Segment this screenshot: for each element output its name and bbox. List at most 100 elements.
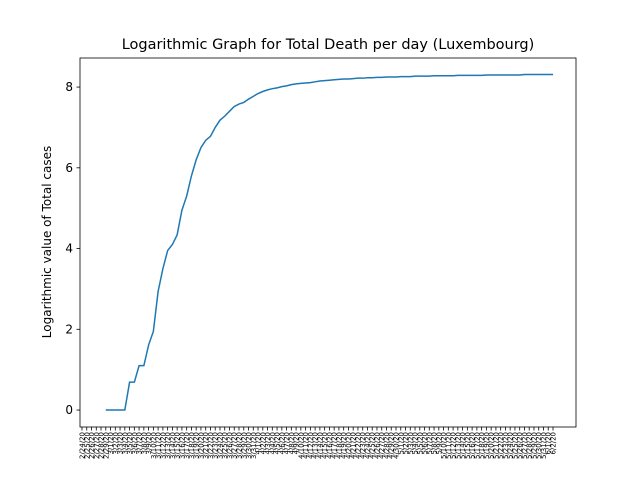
x-tick-label: 5/6/20 bbox=[421, 432, 429, 455]
x-tick-label: 5/12/20 bbox=[450, 432, 458, 459]
x-tick-label: 5/20/20 bbox=[488, 432, 496, 459]
x-tick-label: 5/26/20 bbox=[516, 432, 524, 459]
x-tick-label: 3/19/20 bbox=[193, 432, 201, 459]
x-tick-label: 4/8/20 bbox=[288, 432, 296, 455]
x-tick-label: 5/25/20 bbox=[511, 432, 519, 459]
x-tick-label: 3/21/20 bbox=[202, 432, 210, 459]
x-tick-label: 2/27/20 bbox=[93, 432, 101, 459]
x-tick-label: 4/13/20 bbox=[312, 432, 320, 459]
x-tick-label: 5/24/20 bbox=[507, 432, 515, 459]
x-tick-label: 3/1/20 bbox=[107, 432, 115, 455]
x-tick-label: 4/1/20 bbox=[255, 432, 263, 455]
x-tick-label: 6/2/20 bbox=[550, 432, 558, 455]
x-tick-label: 3/31/20 bbox=[250, 432, 258, 459]
x-tick-label: 4/27/20 bbox=[378, 432, 386, 459]
x-tick-label: 4/17/20 bbox=[331, 432, 339, 459]
x-tick-label: 5/9/20 bbox=[435, 432, 443, 455]
x-tick-label: 3/8/20 bbox=[140, 432, 148, 455]
x-tick-label: 4/10/20 bbox=[297, 432, 305, 459]
x-tick-label: 5/17/20 bbox=[473, 432, 481, 459]
x-tick-label: 3/28/20 bbox=[236, 432, 244, 459]
x-tick-label: 5/27/20 bbox=[521, 432, 529, 459]
x-tick-label: 4/5/20 bbox=[274, 432, 282, 455]
x-tick-label: 4/7/20 bbox=[283, 432, 291, 455]
x-tick-label: 3/29/20 bbox=[240, 432, 248, 459]
x-tick-label: 3/18/20 bbox=[188, 432, 196, 459]
x-tick-label: 4/25/20 bbox=[369, 432, 377, 459]
x-tick-label: 4/30/20 bbox=[393, 432, 401, 459]
x-tick-label: 4/2/20 bbox=[259, 432, 267, 455]
x-tick-label: 5/16/20 bbox=[469, 432, 477, 459]
x-tick-label: 4/11/20 bbox=[302, 432, 310, 459]
x-tick-label: 4/29/20 bbox=[388, 432, 396, 459]
y-tick-label: 0 bbox=[65, 403, 73, 417]
x-tick-label: 2/29/20 bbox=[102, 432, 110, 459]
x-tick-label: 4/19/20 bbox=[340, 432, 348, 459]
x-tick-label: 4/12/20 bbox=[307, 432, 315, 459]
line bbox=[105, 73, 553, 411]
x-tick-label: 5/14/20 bbox=[459, 432, 467, 459]
x-tick-label: 4/18/20 bbox=[335, 432, 343, 459]
x-tick-label: 3/5/20 bbox=[126, 432, 134, 455]
x-tick-label: 5/8/20 bbox=[431, 432, 439, 455]
x-tick-label: 3/23/20 bbox=[212, 432, 220, 459]
plot-frame bbox=[79, 57, 577, 428]
x-tick-label: 3/7/20 bbox=[136, 432, 144, 455]
x-tick-label: 5/19/20 bbox=[483, 432, 491, 459]
x-tick-label: 4/26/20 bbox=[373, 432, 381, 459]
x-tick-label: 3/14/20 bbox=[169, 432, 177, 459]
x-tick-label: 4/28/20 bbox=[383, 432, 391, 459]
x-tick-label: 4/3/20 bbox=[264, 432, 272, 455]
chart-title: Logarithmic Graph for Total Death per da… bbox=[122, 37, 535, 53]
x-tick-label: 4/22/20 bbox=[354, 432, 362, 459]
x-tick-label: 4/4/20 bbox=[269, 432, 277, 455]
x-tick-label: 5/21/20 bbox=[492, 432, 500, 459]
x-tick-label: 3/10/20 bbox=[150, 432, 158, 459]
x-tick-label: 3/12/20 bbox=[159, 432, 167, 459]
x-tick-label: 5/30/20 bbox=[535, 432, 543, 459]
x-tick-label: 3/9/20 bbox=[145, 432, 153, 455]
x-tick-label: 3/4/20 bbox=[121, 432, 129, 455]
x-tick-label: 3/15/20 bbox=[174, 432, 182, 459]
x-tick-label: 6/1/20 bbox=[545, 432, 553, 455]
x-tick-label: 5/10/20 bbox=[440, 432, 448, 459]
x-tick-label: 5/4/20 bbox=[412, 432, 420, 455]
x-tick-label: 5/23/20 bbox=[502, 432, 510, 459]
x-tick-label: 2/25/20 bbox=[83, 432, 91, 459]
x-tick-label: 2/28/20 bbox=[98, 432, 106, 459]
x-tick-label: 5/2/20 bbox=[402, 432, 410, 455]
x-tick-label: 4/15/20 bbox=[321, 432, 329, 459]
x-tick-label: 5/13/20 bbox=[454, 432, 462, 459]
x-tick-label: 5/31/20 bbox=[540, 432, 548, 459]
x-tick-label: 5/28/20 bbox=[526, 432, 534, 459]
x-tick-label: 3/11/20 bbox=[155, 432, 163, 459]
x-tick-label: 3/6/20 bbox=[131, 432, 139, 455]
y-tick-label: 6 bbox=[65, 161, 73, 175]
x-tick-label: 3/24/20 bbox=[216, 432, 224, 459]
y-tick-label: 2 bbox=[65, 322, 73, 336]
x-tick-label: 3/20/20 bbox=[197, 432, 205, 459]
x-tick-label: 5/7/20 bbox=[426, 432, 434, 455]
x-tick-label: 3/25/20 bbox=[221, 432, 229, 459]
x-tick-label: 4/20/20 bbox=[345, 432, 353, 459]
x-tick-label: 2/24/20 bbox=[79, 432, 87, 459]
x-tick-label: 4/16/20 bbox=[326, 432, 334, 459]
x-tick-label: 3/30/20 bbox=[245, 432, 253, 459]
y-tick-label: 8 bbox=[65, 80, 73, 94]
x-tick-label: 3/3/20 bbox=[117, 432, 125, 455]
x-tick-label: 5/11/20 bbox=[445, 432, 453, 459]
x-tick-label: 5/22/20 bbox=[497, 432, 505, 459]
x-tick-label: 4/23/20 bbox=[359, 432, 367, 459]
x-tick-label: 3/17/20 bbox=[183, 432, 191, 459]
x-tick-label: 4/6/20 bbox=[278, 432, 286, 455]
x-tick-label: 4/24/20 bbox=[364, 432, 372, 459]
x-tick-label: 5/29/20 bbox=[530, 432, 538, 459]
x-tick-label: 5/1/20 bbox=[397, 432, 405, 455]
y-tick-label: 4 bbox=[65, 242, 73, 256]
x-tick-label: 4/21/20 bbox=[350, 432, 358, 459]
x-tick-label: 4/14/20 bbox=[316, 432, 324, 459]
x-tick-label: 3/22/20 bbox=[207, 432, 215, 459]
x-tick-label: 3/13/20 bbox=[164, 432, 172, 459]
